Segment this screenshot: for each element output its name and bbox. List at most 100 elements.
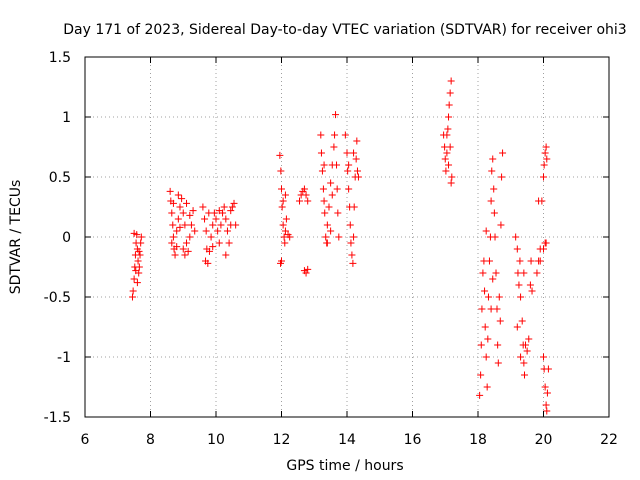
data-point-marker	[132, 267, 140, 275]
data-point-marker	[212, 215, 220, 223]
data-point-marker	[202, 257, 210, 265]
data-point-marker	[447, 77, 455, 85]
data-markers	[128, 77, 552, 415]
data-point-marker	[484, 335, 492, 343]
y-tick-label: 0	[62, 230, 71, 246]
data-point-marker	[350, 233, 358, 241]
data-point-marker	[543, 389, 551, 397]
data-point-marker	[485, 257, 493, 265]
data-point-marker	[352, 155, 360, 163]
data-point-marker	[222, 215, 230, 223]
data-point-marker	[328, 191, 336, 199]
data-point-marker	[129, 287, 137, 295]
data-point-marker	[187, 221, 195, 229]
data-point-marker	[215, 239, 223, 247]
data-point-marker	[323, 221, 331, 229]
data-point-marker	[277, 167, 285, 175]
data-point-marker	[225, 239, 233, 247]
data-point-marker	[334, 209, 342, 217]
data-point-marker	[171, 251, 179, 259]
data-point-marker	[232, 221, 240, 229]
data-point-marker	[318, 167, 326, 175]
data-point-marker	[135, 263, 143, 271]
data-point-marker	[498, 173, 506, 181]
data-point-marker	[540, 245, 547, 253]
data-point-marker	[325, 203, 333, 211]
data-point-marker	[189, 207, 197, 215]
data-point-marker	[277, 259, 285, 267]
data-point-marker	[227, 207, 235, 215]
y-tick-label: 1	[62, 110, 71, 126]
chart-title: Day 171 of 2023, Sidereal Day-to-day VTE…	[63, 22, 626, 38]
data-point-marker	[540, 353, 547, 361]
data-point-marker	[300, 185, 308, 193]
data-point-marker	[279, 221, 287, 229]
data-point-marker	[130, 275, 138, 283]
data-point-marker	[513, 245, 521, 253]
y-tick-label: 1.5	[49, 50, 71, 66]
data-point-marker	[540, 161, 548, 169]
data-point-marker	[489, 155, 497, 163]
data-point-marker	[445, 161, 453, 169]
data-point-marker	[330, 143, 338, 151]
data-point-marker	[526, 281, 534, 289]
data-point-marker	[130, 229, 138, 237]
data-point-marker	[482, 353, 490, 361]
data-point-marker	[497, 221, 505, 229]
x-tick-label: 20	[535, 432, 553, 448]
data-point-marker	[327, 227, 335, 235]
data-point-marker	[183, 199, 191, 207]
x-tick-label: 12	[273, 432, 291, 448]
x-tick-label: 22	[600, 432, 618, 448]
data-point-marker	[544, 365, 552, 373]
data-point-marker	[223, 227, 231, 235]
data-point-marker	[317, 149, 325, 157]
data-point-marker	[220, 203, 228, 211]
data-point-marker	[443, 149, 451, 157]
data-point-marker	[494, 341, 502, 349]
data-point-marker	[353, 137, 361, 145]
data-point-marker	[543, 407, 551, 415]
data-point-marker	[341, 131, 349, 139]
data-point-marker	[541, 149, 549, 157]
data-point-marker	[345, 161, 353, 169]
data-point-marker	[518, 317, 526, 325]
data-point-marker	[512, 233, 520, 241]
data-point-marker	[521, 371, 529, 379]
x-axis-label: GPS time / hours	[286, 458, 403, 474]
data-point-marker	[527, 257, 535, 265]
data-point-marker	[528, 287, 536, 295]
data-point-marker	[178, 195, 186, 203]
y-tick-label: -1	[57, 350, 71, 366]
data-point-marker	[346, 221, 354, 229]
data-point-marker	[488, 167, 496, 175]
data-point-marker	[489, 275, 497, 283]
data-point-marker	[541, 383, 549, 391]
data-point-marker	[191, 227, 199, 235]
data-point-marker	[278, 203, 286, 211]
y-axis-label: SDTVAR / TECUs	[8, 180, 24, 295]
data-point-marker	[228, 203, 236, 211]
data-point-marker	[320, 161, 328, 169]
x-tick-label: 6	[81, 432, 90, 448]
x-tick-label: 18	[469, 432, 487, 448]
data-point-marker	[276, 151, 284, 159]
data-point-marker	[445, 101, 453, 109]
data-point-marker	[481, 287, 489, 295]
data-point-marker	[345, 185, 353, 193]
data-point-marker	[350, 149, 358, 157]
data-point-marker	[296, 197, 304, 205]
data-point-marker	[209, 243, 217, 251]
data-point-marker	[483, 383, 491, 391]
data-point-marker	[302, 269, 310, 277]
data-point-marker	[477, 341, 485, 349]
data-point-marker	[222, 251, 230, 259]
data-point-marker	[230, 199, 238, 207]
x-axis-ticks: 6 8 10 12 14 16 18 20 22	[81, 57, 618, 448]
data-point-marker	[444, 125, 452, 133]
data-point-marker	[209, 221, 217, 229]
data-point-marker	[496, 317, 504, 325]
data-point-marker	[202, 227, 210, 235]
data-point-marker	[281, 239, 289, 247]
